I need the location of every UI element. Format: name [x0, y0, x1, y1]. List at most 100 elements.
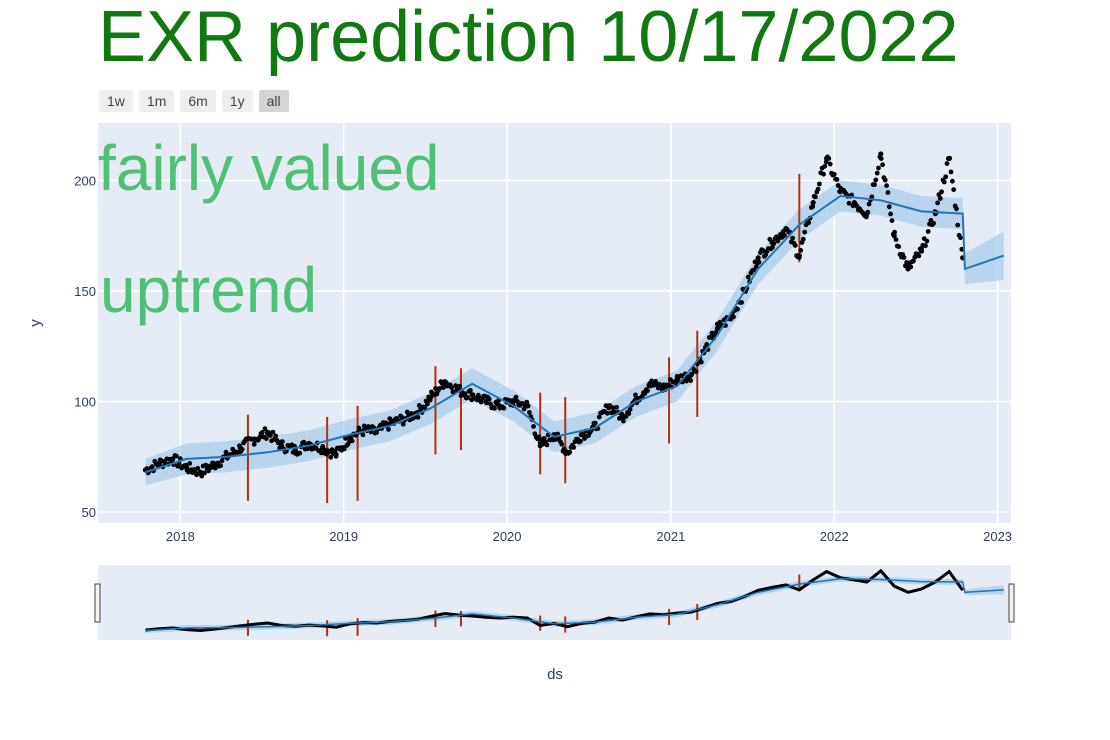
- actual-point: [425, 401, 430, 407]
- actual-point: [798, 248, 804, 253]
- actual-point: [537, 443, 543, 449]
- actual-point: [782, 233, 787, 239]
- actual-point: [735, 306, 740, 312]
- x-tick-label: 2023: [983, 529, 1012, 544]
- x-axis-title: ds: [547, 666, 563, 683]
- actual-point: [468, 388, 473, 393]
- actual-point: [510, 398, 516, 405]
- actual-point: [442, 378, 448, 385]
- actual-point: [619, 414, 626, 420]
- y-axis-title: y: [27, 319, 44, 327]
- actual-point: [270, 429, 276, 435]
- actual-point: [821, 171, 826, 177]
- actual-point: [564, 449, 571, 455]
- actual-point: [790, 235, 795, 241]
- range-button-all[interactable]: all: [258, 90, 289, 112]
- actual-point: [888, 211, 893, 217]
- actual-point: [647, 381, 653, 387]
- actual-point: [684, 378, 689, 384]
- actual-point: [876, 165, 881, 171]
- actual-point: [673, 380, 679, 386]
- actual-point: [544, 442, 550, 448]
- range-button-1m[interactable]: 1m: [138, 90, 175, 112]
- actual-point: [866, 201, 872, 207]
- range-button-1w[interactable]: 1w: [99, 90, 133, 112]
- actual-point: [626, 411, 632, 416]
- actual-point: [501, 405, 507, 411]
- actual-point: [893, 237, 899, 243]
- actual-point: [173, 453, 179, 459]
- actual-point: [349, 438, 355, 444]
- actual-point: [592, 420, 598, 426]
- range-button-1y[interactable]: 1y: [221, 90, 253, 112]
- actual-point: [837, 188, 844, 195]
- actual-point: [955, 222, 961, 228]
- actual-point: [950, 178, 955, 184]
- actual-point: [958, 235, 963, 241]
- range-slider-left-handle[interactable]: [94, 583, 101, 623]
- actual-point: [262, 426, 268, 432]
- range-slider-right-handle[interactable]: [1008, 583, 1015, 623]
- actual-point: [531, 424, 536, 429]
- actual-point: [341, 446, 347, 452]
- actual-point: [800, 236, 806, 242]
- actual-point: [610, 405, 616, 410]
- actual-point: [674, 376, 680, 382]
- actual-point: [717, 319, 723, 325]
- actual-point: [935, 200, 940, 206]
- actual-point: [408, 411, 414, 416]
- actual-point: [483, 398, 489, 405]
- actual-point: [954, 206, 959, 212]
- actual-point: [449, 385, 454, 391]
- actual-point: [197, 469, 204, 475]
- actual-point: [457, 383, 462, 389]
- actual-point: [846, 200, 852, 206]
- actual-point: [916, 253, 922, 259]
- actual-point: [273, 433, 279, 439]
- actual-point: [280, 439, 285, 444]
- actual-point: [195, 465, 201, 471]
- actual-point: [939, 189, 944, 195]
- actual-point: [878, 151, 884, 157]
- actual-point: [693, 369, 699, 374]
- actual-point: [422, 405, 428, 411]
- actual-point: [688, 378, 693, 383]
- actual-point: [187, 461, 193, 466]
- actual-point: [923, 243, 928, 249]
- actual-point: [206, 468, 211, 474]
- actual-point: [698, 359, 704, 365]
- actual-point: [645, 388, 650, 394]
- actual-point: [265, 429, 271, 435]
- actual-point: [218, 463, 224, 469]
- actual-point: [951, 187, 957, 193]
- actual-point: [524, 403, 530, 409]
- grid: [98, 123, 1011, 523]
- actual-point: [278, 443, 285, 449]
- actual-point: [869, 194, 875, 200]
- actual-point: [561, 446, 567, 451]
- actual-point: [937, 196, 943, 201]
- actual-point: [878, 156, 884, 162]
- actual-points: [142, 151, 966, 479]
- actual-point: [834, 177, 840, 182]
- actual-point: [571, 445, 577, 450]
- actual-point: [149, 464, 155, 470]
- actual-point: [360, 432, 366, 438]
- actual-point: [941, 179, 947, 185]
- actual-point: [156, 460, 162, 466]
- actual-point: [356, 425, 362, 431]
- actual-point: [462, 391, 468, 397]
- actual-point: [373, 429, 379, 435]
- actual-point: [925, 229, 931, 234]
- actual-point: [428, 394, 434, 400]
- actual-point: [882, 177, 888, 183]
- actual-point: [415, 414, 421, 420]
- actual-point: [333, 451, 339, 458]
- actual-point: [810, 204, 816, 209]
- actual-point: [822, 163, 828, 169]
- actual-point: [320, 445, 326, 451]
- actual-point: [755, 255, 761, 261]
- range-button-6m[interactable]: 6m: [180, 90, 216, 112]
- actual-point: [802, 229, 808, 235]
- actual-point: [873, 177, 879, 183]
